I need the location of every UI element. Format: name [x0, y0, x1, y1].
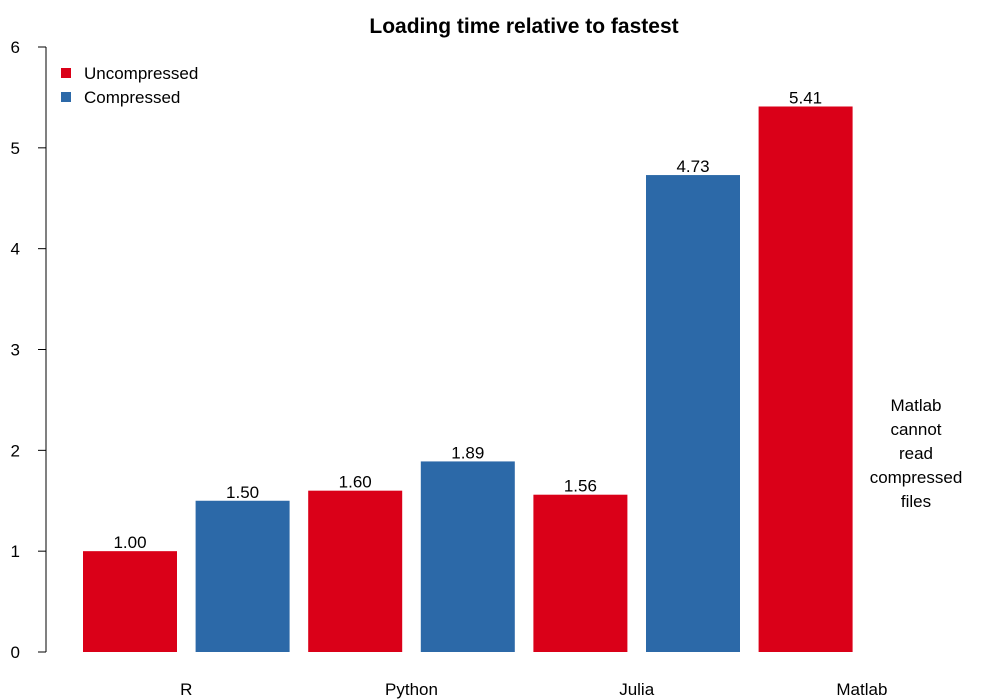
bar-r-compressed — [195, 500, 290, 652]
data-label: 1.00 — [113, 533, 146, 552]
legend-label: Compressed — [84, 88, 180, 107]
data-labels: 1.00 1.50 1.60 1.89 1.56 4.73 5.41 — [113, 88, 822, 552]
x-category-label: Julia — [619, 680, 655, 699]
y-tick-label: 6 — [11, 38, 20, 57]
bars — [83, 106, 853, 652]
bar-python-compressed — [420, 461, 515, 652]
x-category-label: Python — [385, 680, 438, 699]
note-line: Matlab — [890, 396, 941, 415]
y-axis: 0 1 2 3 4 5 6 — [11, 38, 47, 662]
y-tick-label: 2 — [11, 441, 20, 460]
note-line: cannot — [890, 420, 941, 439]
legend-swatch — [61, 68, 71, 78]
data-label: 1.56 — [564, 477, 597, 496]
bar-python-uncompressed — [308, 490, 403, 652]
data-label: 4.73 — [676, 157, 709, 176]
bar-julia-uncompressed — [533, 494, 628, 652]
x-category-label: Matlab — [836, 680, 887, 699]
category-labels: R Python Julia Matlab — [180, 680, 887, 699]
y-tick-label: 5 — [11, 139, 20, 158]
note-line: files — [901, 492, 931, 511]
legend-swatch — [61, 92, 71, 102]
note-line: compressed — [870, 468, 963, 487]
chart-title: Loading time relative to fastest — [369, 15, 678, 38]
bar-matlab-uncompressed — [758, 106, 853, 652]
bar-r-uncompressed — [83, 551, 177, 652]
y-tick-label: 1 — [11, 542, 20, 561]
bar-julia-compressed — [646, 175, 740, 652]
x-category-label: R — [180, 680, 192, 699]
data-label: 1.50 — [226, 483, 259, 502]
data-label: 1.60 — [339, 473, 372, 492]
legend: Uncompressed Compressed — [61, 64, 198, 107]
y-tick-label: 0 — [11, 643, 20, 662]
data-label: 5.41 — [789, 88, 822, 107]
data-label: 1.89 — [451, 443, 484, 462]
y-tick-label: 4 — [11, 240, 20, 259]
legend-label: Uncompressed — [84, 64, 198, 83]
y-tick-label: 3 — [11, 341, 20, 360]
matlab-note: Matlab cannot read compressed files — [870, 396, 963, 511]
note-line: read — [899, 444, 933, 463]
